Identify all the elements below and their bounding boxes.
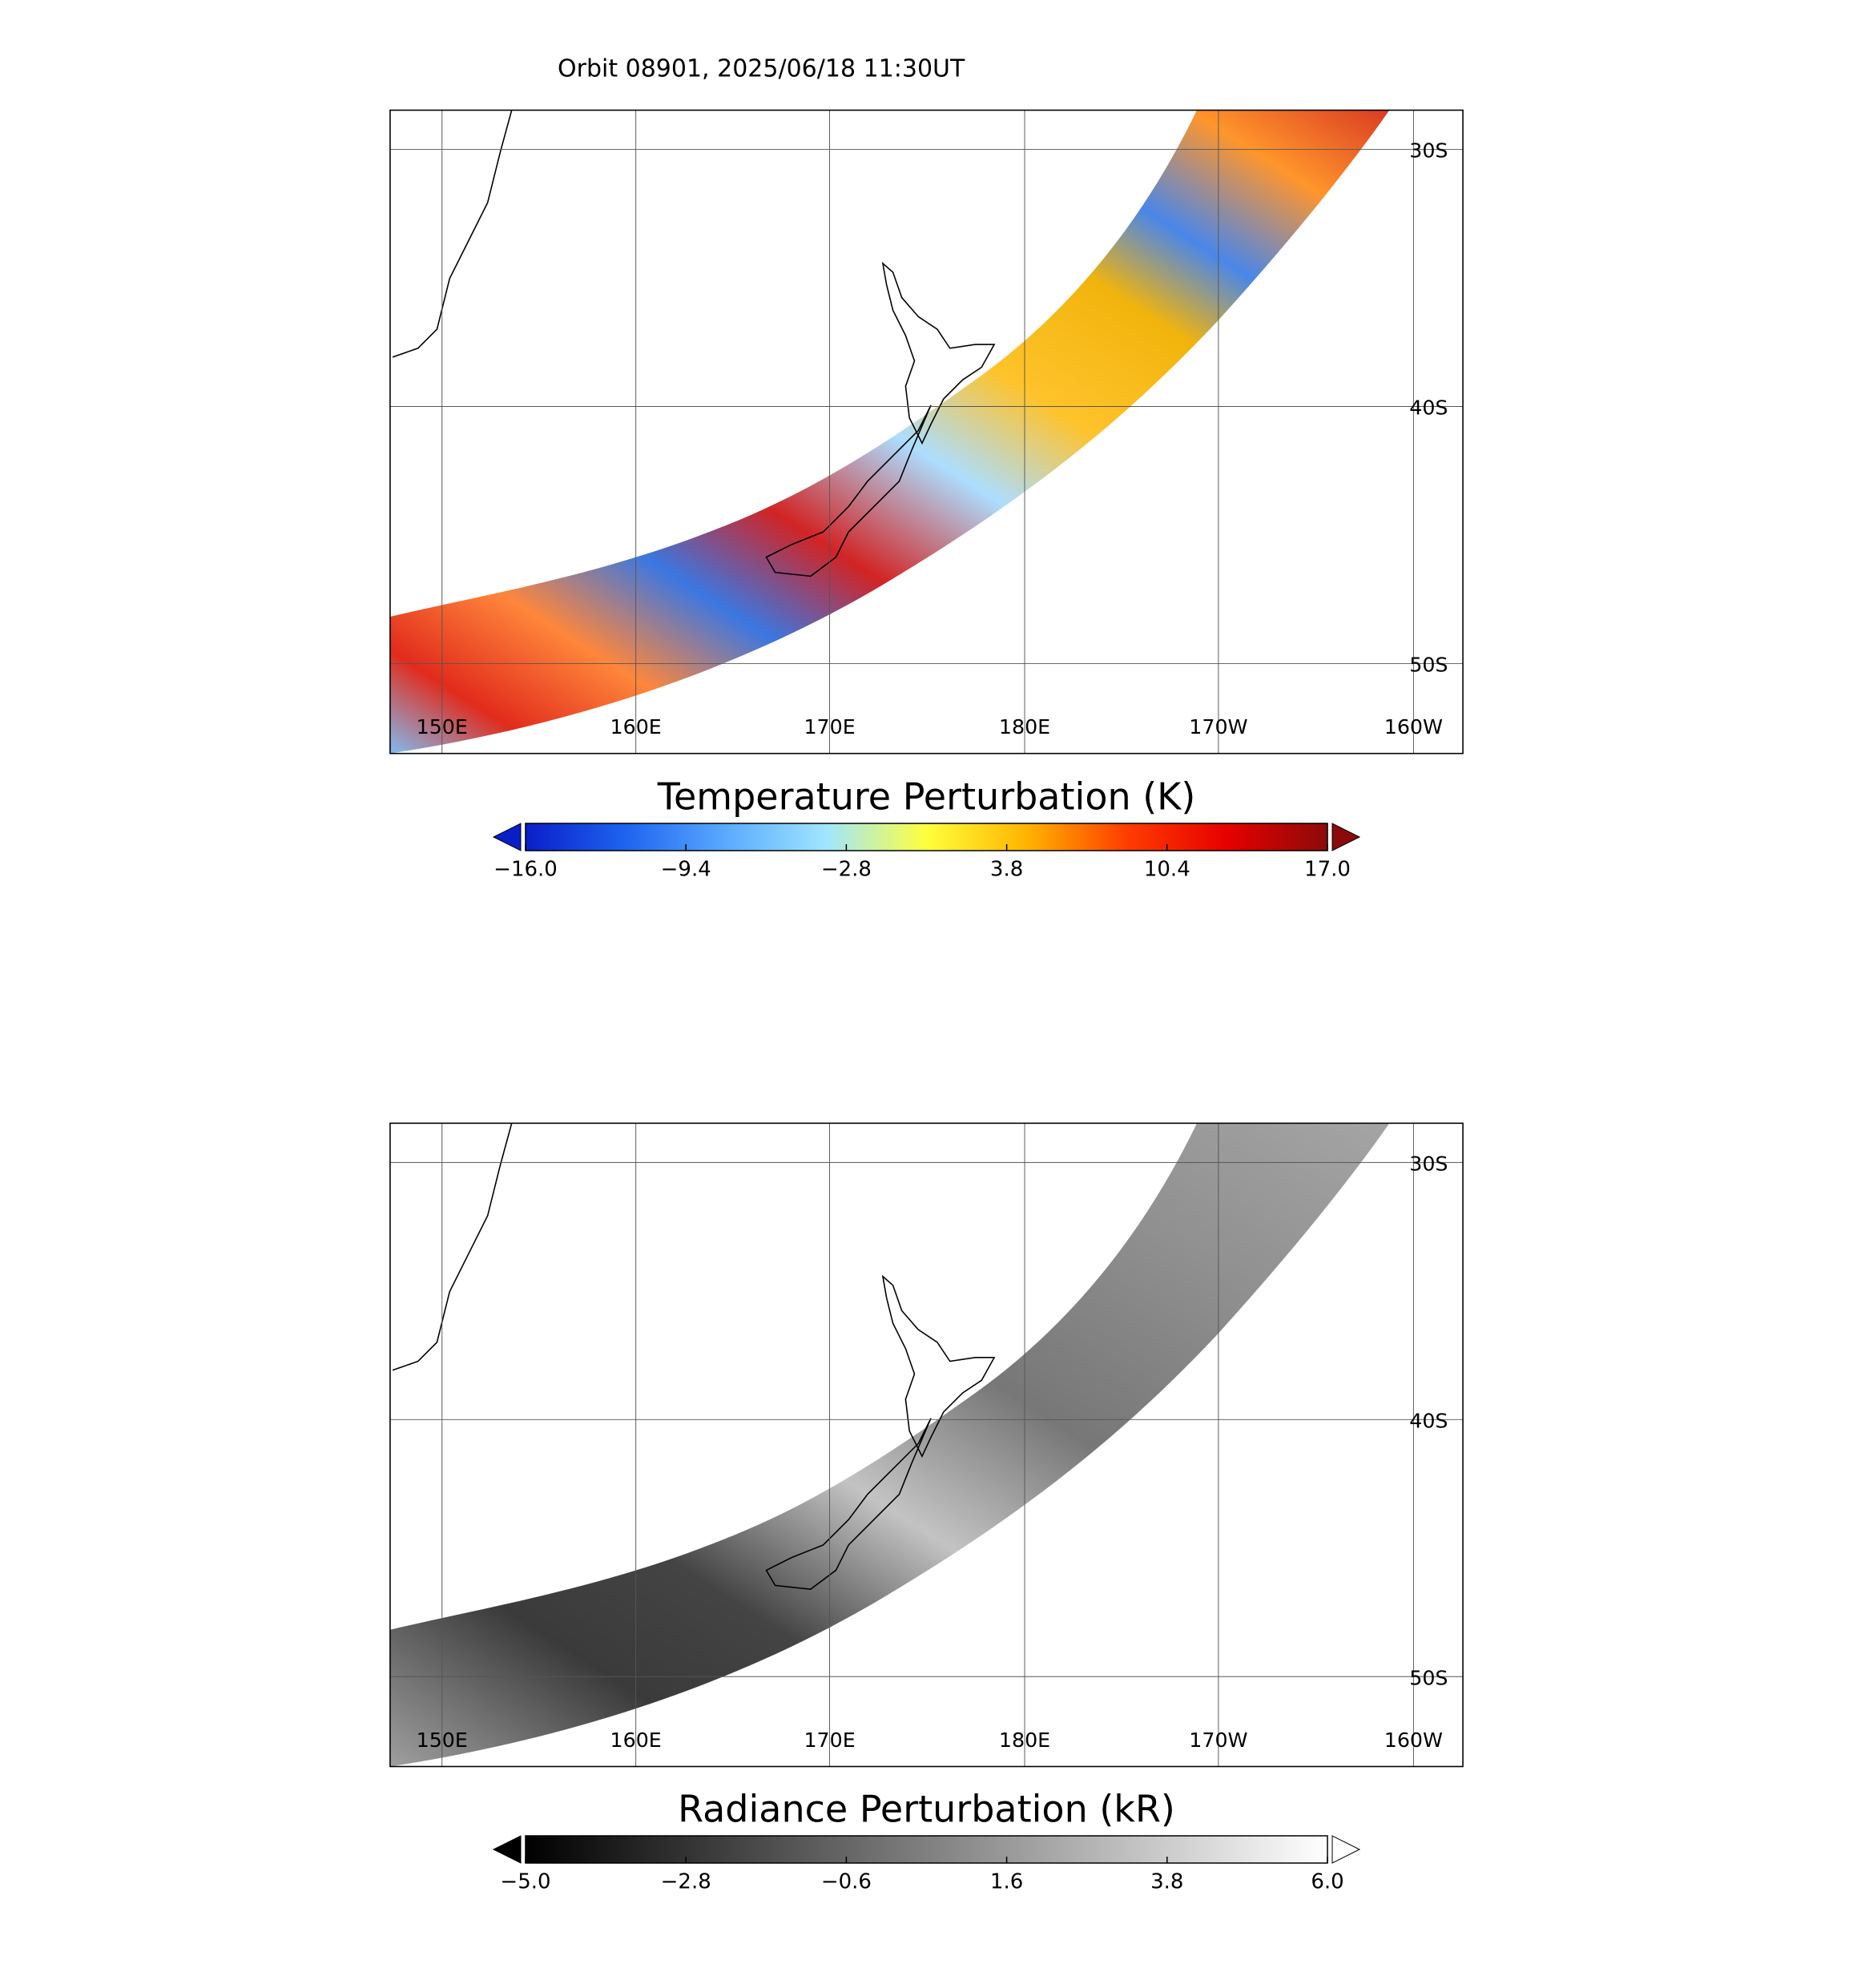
lon-label: 170W [1189,1728,1247,1752]
colorbar-tick-label: 3.8 [1150,1870,1183,1894]
lon-label: 160W [1384,715,1443,738]
colorbar-extend-high [1331,823,1361,851]
colorbar-tick-label: 10.4 [1144,858,1190,882]
colorbar-tick-label: −9.4 [661,858,711,882]
lon-label: 180E [999,1728,1050,1752]
lon-label: 180E [999,715,1050,738]
map-area [389,110,1464,754]
colorbar-tick-label: −5.0 [500,1870,550,1894]
colorbar-extend-high [1331,1835,1361,1864]
colorbar-tick-label: −16.0 [493,858,558,882]
coastline [392,1123,513,1371]
lon-label: 170W [1189,715,1247,738]
lon-label: 150E [417,715,468,738]
lat-label: 30S [1409,1153,1448,1176]
map-area [389,1123,1464,1767]
lat-label: 50S [1409,654,1448,677]
lon-label: 160W [1384,1728,1443,1752]
colorbar-title: Temperature Perturbation (K) [657,775,1196,819]
colorbar-tick-label: −2.8 [821,858,872,882]
colorbar-tick-label: 6.0 [1311,1870,1343,1894]
swath [389,110,1390,754]
lon-label: 170E [804,715,855,738]
map-frame [389,1122,1464,1768]
map-panel: 150E 160E 170E 180E 170W 160W 30S 40S 50S [389,109,1464,755]
colorbar-tick-label: 1.6 [990,1870,1023,1894]
swath [389,1123,1390,1767]
coastline [765,1274,996,1590]
figure-title: Orbit 08901, 2025/06/18 11:30UT [558,55,965,83]
colorbar-tick-label: −0.6 [821,1870,872,1894]
colorbar-tick-label: 3.8 [990,858,1023,882]
coastline [765,261,996,577]
colorbar-tick-label: −2.8 [661,1870,711,1894]
colorbar-tick-label: 17.0 [1304,858,1351,882]
map-frame [389,109,1464,755]
lon-label: 160E [610,715,662,738]
lon-label: 150E [417,1728,468,1752]
colorbar [525,1835,1328,1864]
colorbar-extend-low [492,1835,522,1864]
colorbar-extend-low [492,823,522,851]
lon-label: 170E [804,1728,855,1752]
colorbar-title: Radiance Perturbation (kR) [678,1788,1175,1831]
coastline [392,110,513,358]
map-panel: 150E 160E 170E 180E 170W 160W 30S 40S 50S [389,1122,1464,1768]
lat-label: 40S [1409,1409,1448,1432]
lat-label: 50S [1409,1666,1448,1689]
colorbar [525,823,1328,851]
lon-label: 160E [610,1728,662,1752]
lat-label: 40S [1409,396,1448,420]
lat-label: 30S [1409,139,1448,163]
